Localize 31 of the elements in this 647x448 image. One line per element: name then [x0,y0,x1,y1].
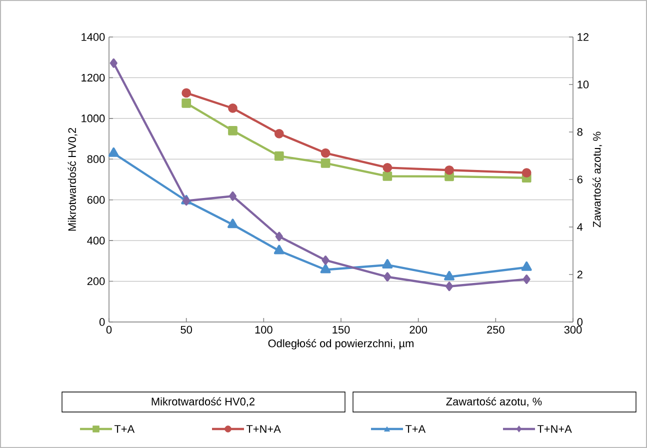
text: Mikrotwardość HV0,2 [152,397,255,407]
y-tick-label: 1000 [82,114,105,122]
x-tick-label: 0 [106,326,112,334]
x-tick-label: 150 [332,326,350,334]
y-tick-label: 0 [99,318,105,326]
x-tick-label: 50 [180,326,192,334]
legend-label: T+N+A [537,425,572,433]
y-tick-label: 200 [87,277,105,286]
x-tick-label: 300 [564,326,582,334]
x-tick-label: 250 [487,326,504,334]
y-tick-label: 800 [87,155,105,164]
y2-tick-label: 10 [578,80,589,88]
y2-tick-label: 0 [577,318,583,326]
y-tick-label: 600 [87,196,105,204]
x-axis-title: Odległość od powierzchni, µm [268,339,414,350]
legend-label: T+A [114,425,135,433]
y2-tick-label: 12 [578,33,588,41]
y-tick-label: 1200 [82,74,105,82]
y2-axis-title: Zawartość azotu, % [592,132,602,228]
y-tick-label: 1400 [82,33,105,41]
y-tick-label: 400 [87,236,105,244]
y2-tick-label: 8 [577,128,582,136]
text: Zawartość azotu, % [446,397,542,407]
y2-tick-label: 2 [577,270,582,278]
legend-label: T+N+A [246,425,281,433]
y-axis-title: Mikrotwardość HV0,2 [68,128,78,231]
y2-tick-label: 4 [577,223,583,231]
x-tick-label: 200 [410,326,428,334]
x-tick-label: 100 [255,326,272,334]
legend-label: T+A [405,425,426,433]
y2-tick-label: 6 [577,176,582,184]
